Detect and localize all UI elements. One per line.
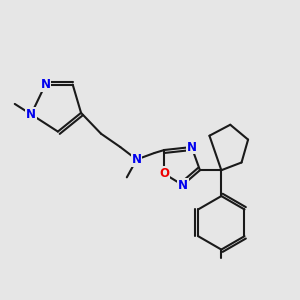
Text: N: N xyxy=(187,140,196,154)
Text: N: N xyxy=(132,153,142,166)
Text: O: O xyxy=(159,167,169,180)
Text: N: N xyxy=(178,178,188,192)
Text: N: N xyxy=(40,78,50,91)
Text: N: N xyxy=(26,108,36,121)
